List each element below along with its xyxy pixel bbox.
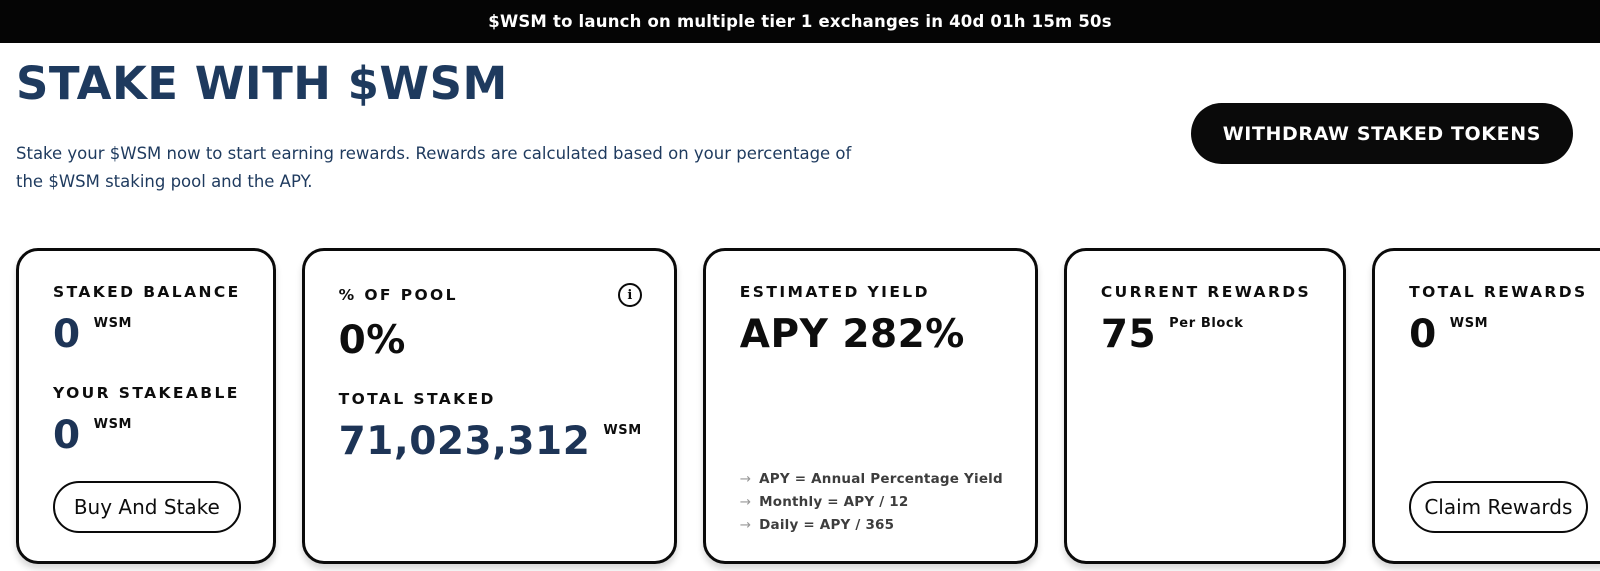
staked-balance-label: STAKED BALANCE [53, 283, 241, 301]
staking-page: STAKE WITH $WSM Stake your $WSM now to s… [0, 43, 1600, 564]
page-description: Stake your $WSM now to start earning rew… [16, 140, 851, 196]
total-staked-value: 71,023,312 [338, 419, 591, 464]
stats-cards-row: STAKED BALANCE 0 WSM YOUR STAKEABLE 0 WS… [16, 248, 1600, 564]
your-stakeable-value: 0 [53, 413, 81, 458]
apy-value: APY 282% [739, 312, 965, 357]
estimated-yield-label: ESTIMATED YIELD [739, 283, 930, 301]
yield-notes: → APY = Annual Percentage Yield → Monthl… [740, 471, 1003, 533]
yield-note-apy-text: APY = Annual Percentage Yield [759, 471, 1003, 487]
announcement-banner: $WSM to launch on multiple tier 1 exchan… [0, 0, 1600, 43]
total-rewards-value-row: 0 WSM [1409, 315, 1587, 354]
page-header: STAKE WITH $WSM Stake your $WSM now to s… [16, 43, 1573, 196]
page-description-line1: Stake your $WSM now to start earning rew… [16, 144, 852, 163]
pool-share-card: % OF POOL i 0% TOTAL STAKED 71,023,312 W… [301, 248, 677, 564]
your-stakeable-unit: WSM [93, 417, 133, 432]
total-staked-label: TOTAL STAKED [338, 390, 496, 408]
yield-note-daily-text: Daily = APY / 365 [759, 517, 895, 533]
page-header-left: STAKE WITH $WSM Stake your $WSM now to s… [16, 43, 851, 196]
your-stakeable-value-row: 0 WSM [53, 416, 241, 455]
current-rewards-value: 75 [1100, 312, 1157, 357]
arrow-icon: → [739, 517, 752, 533]
total-staked-value-row: 71,023,312 WSM [339, 422, 642, 461]
staked-balance-value-row: 0 WSM [53, 315, 241, 354]
staked-balance-card: STAKED BALANCE 0 WSM YOUR STAKEABLE 0 WS… [16, 248, 276, 564]
arrow-icon: → [739, 471, 752, 487]
pool-percent-value-row: 0% [339, 321, 642, 360]
yield-note-apy: → APY = Annual Percentage Yield [740, 471, 1003, 487]
announcement-text: $WSM to launch on multiple tier 1 exchan… [488, 12, 1112, 31]
staked-balance-unit: WSM [93, 316, 133, 331]
total-staked-unit: WSM [603, 423, 642, 438]
current-rewards-label: CURRENT REWARDS [1100, 283, 1312, 301]
staked-balance-value: 0 [53, 312, 81, 357]
withdraw-staked-tokens-button[interactable]: WITHDRAW STAKED TOKENS [1190, 103, 1573, 164]
buy-and-stake-button[interactable]: Buy And Stake [53, 481, 241, 533]
claim-rewards-button[interactable]: Claim Rewards [1409, 481, 1588, 533]
your-stakeable-label: YOUR STAKEABLE [53, 384, 240, 402]
yield-note-monthly: → Monthly = APY / 12 [740, 494, 1003, 510]
percent-of-pool-label: % OF POOL [338, 286, 458, 304]
arrow-icon: → [739, 494, 752, 510]
info-icon[interactable]: i [617, 283, 642, 307]
yield-note-monthly-text: Monthly = APY / 12 [759, 494, 909, 510]
pool-share-label-row: % OF POOL i [339, 283, 642, 307]
pool-percent-value: 0% [338, 318, 406, 363]
page-title: STAKE WITH $WSM [16, 57, 508, 110]
page-description-line2: the $WSM staking pool and the APY. [16, 172, 313, 191]
yield-note-daily: → Daily = APY / 365 [740, 517, 1003, 533]
total-rewards-unit: WSM [1449, 316, 1489, 331]
total-rewards-card: TOTAL REWARDS 0 WSM Claim Rewards [1372, 248, 1600, 564]
total-rewards-value: 0 [1409, 312, 1437, 357]
current-rewards-unit: Per Block [1169, 316, 1244, 331]
total-rewards-label: TOTAL REWARDS [1409, 283, 1588, 301]
current-rewards-value-row: 75 Per Block [1101, 315, 1311, 354]
estimated-yield-card: ESTIMATED YIELD APY 282% → APY = Annual … [702, 248, 1038, 564]
apy-value-row: APY 282% [740, 315, 1003, 354]
current-rewards-card: CURRENT REWARDS 75 Per Block [1063, 248, 1347, 564]
